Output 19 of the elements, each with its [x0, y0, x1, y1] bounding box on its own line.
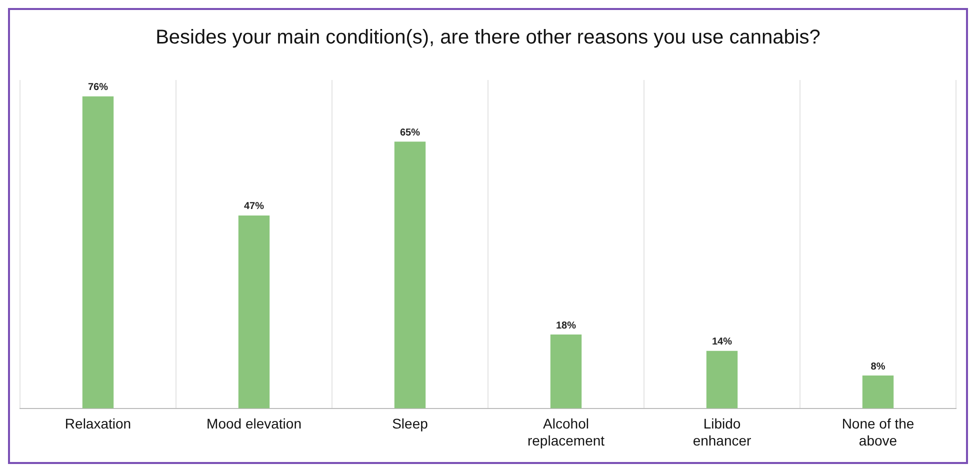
x-tick-label: Libido enhancer: [692, 416, 752, 448]
chart-title: Besides your main condition(s), are there other reasons you use cannabis?: [156, 26, 820, 49]
data-label: 76%: [88, 82, 108, 94]
data-label: 8%: [870, 361, 886, 372]
x-tick-label: Sleep: [392, 416, 428, 432]
bar: [550, 334, 582, 408]
data-label: 18%: [556, 320, 576, 332]
bar: [706, 350, 738, 408]
data-label: 65%: [400, 127, 420, 138]
data-label: 14%: [712, 336, 732, 348]
bar: [862, 376, 894, 408]
x-tick-label: Mood elevation: [206, 416, 302, 432]
bar: [82, 96, 114, 408]
bar: [394, 142, 426, 408]
data-label: 47%: [244, 201, 264, 212]
x-tick-label: Relaxation: [64, 416, 132, 432]
x-tick-label: None of the above: [842, 416, 914, 448]
bar: [238, 215, 270, 408]
x-tick-label: Alcohol replacement: [527, 416, 605, 448]
